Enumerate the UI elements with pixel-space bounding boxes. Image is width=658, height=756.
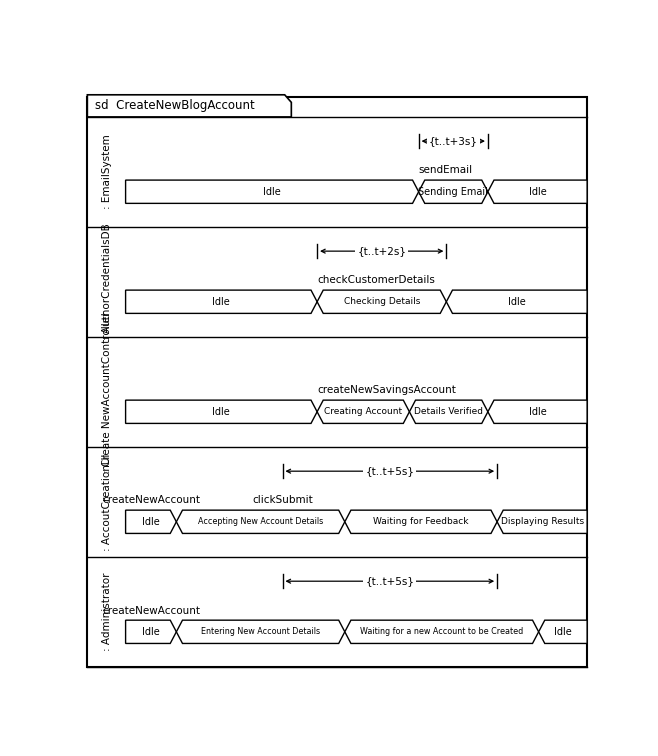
- Text: Idle: Idle: [554, 627, 572, 637]
- Text: sd  CreateNewBlogAccount: sd CreateNewBlogAccount: [95, 99, 255, 113]
- Text: {t..t+5s}: {t..t+5s}: [365, 466, 415, 476]
- Text: sendEmail: sendEmail: [418, 166, 473, 175]
- Polygon shape: [126, 290, 317, 314]
- Text: Creating Account: Creating Account: [324, 407, 402, 417]
- Polygon shape: [126, 400, 317, 423]
- Polygon shape: [126, 620, 176, 643]
- Polygon shape: [317, 290, 446, 314]
- Text: : AccoutCreationUI: : AccoutCreationUI: [102, 454, 112, 550]
- Text: createNewAccount: createNewAccount: [102, 495, 200, 506]
- Text: Checking Details: Checking Details: [343, 297, 420, 306]
- Text: Sending Email: Sending Email: [418, 187, 488, 197]
- Polygon shape: [176, 620, 345, 643]
- Text: {t..t+2s}: {t..t+2s}: [357, 246, 406, 256]
- Text: Waiting for a new Account to be Created: Waiting for a new Account to be Created: [360, 627, 523, 637]
- Text: Waiting for Feedback: Waiting for Feedback: [373, 517, 468, 526]
- Text: : EmailSystem: : EmailSystem: [102, 135, 112, 209]
- Text: : Administrator: : Administrator: [102, 573, 112, 651]
- Text: Idle: Idle: [142, 627, 160, 637]
- Text: : Create NewAccountController: : Create NewAccountController: [102, 311, 112, 472]
- Text: createNewSavingsAccount: createNewSavingsAccount: [317, 386, 456, 395]
- Polygon shape: [409, 400, 488, 423]
- Text: Displaying Results: Displaying Results: [501, 517, 584, 526]
- Text: Idle: Idle: [142, 517, 160, 527]
- Text: {t..t+3s}: {t..t+3s}: [429, 136, 478, 146]
- Polygon shape: [446, 290, 587, 314]
- Polygon shape: [88, 94, 291, 117]
- Text: Idle: Idle: [213, 407, 230, 417]
- Polygon shape: [126, 180, 418, 203]
- Text: Idle: Idle: [213, 297, 230, 307]
- Polygon shape: [497, 510, 587, 534]
- Text: Idle: Idle: [528, 407, 546, 417]
- Polygon shape: [539, 620, 587, 643]
- Polygon shape: [418, 180, 488, 203]
- Text: Details Verified: Details Verified: [414, 407, 483, 417]
- Text: checkCustomerDetails: checkCustomerDetails: [317, 275, 435, 286]
- Polygon shape: [345, 620, 539, 643]
- Text: Idle: Idle: [528, 187, 546, 197]
- Polygon shape: [345, 510, 497, 534]
- Text: : AuthorCredentialsDB: : AuthorCredentialsDB: [102, 224, 112, 340]
- Text: Idle: Idle: [263, 187, 281, 197]
- Polygon shape: [317, 400, 409, 423]
- Text: Entering New Account Details: Entering New Account Details: [201, 627, 320, 637]
- FancyBboxPatch shape: [88, 97, 587, 667]
- Polygon shape: [488, 180, 587, 203]
- Polygon shape: [176, 510, 345, 534]
- Polygon shape: [126, 510, 176, 534]
- Text: {t..t+5s}: {t..t+5s}: [365, 576, 415, 586]
- Text: Accepting New Account Details: Accepting New Account Details: [198, 517, 323, 526]
- Text: Idle: Idle: [508, 297, 526, 307]
- Text: createNewAccount: createNewAccount: [102, 606, 200, 615]
- Polygon shape: [488, 400, 587, 423]
- Text: clickSubmit: clickSubmit: [252, 495, 313, 506]
